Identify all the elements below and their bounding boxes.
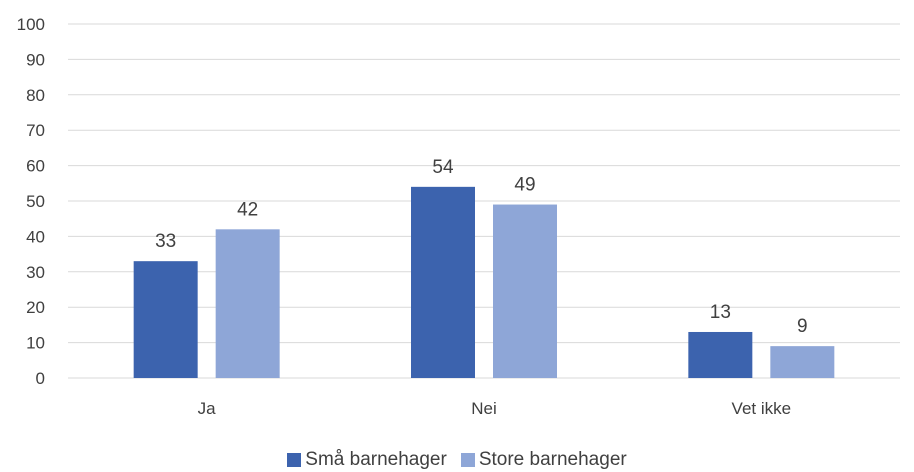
bar-ja-series-1 xyxy=(133,261,198,378)
y-tick-label: 80 xyxy=(26,86,45,105)
y-tick-label: 40 xyxy=(26,227,45,246)
data-label: 42 xyxy=(237,199,258,220)
data-label: 33 xyxy=(155,231,176,252)
data-label: 54 xyxy=(432,157,454,178)
legend-item-series-1: Små barnehager xyxy=(287,449,447,471)
y-tick-label: 10 xyxy=(26,334,45,353)
legend: Små barnehager Store barnehager xyxy=(0,449,914,471)
legend-swatch-series-2 xyxy=(460,453,475,467)
y-tick-label: 60 xyxy=(26,157,45,176)
data-label: 9 xyxy=(797,316,808,337)
legend-label-series-2: Store barnehager xyxy=(478,449,627,470)
bar-ja-series-2 xyxy=(215,229,280,378)
y-tick-label: 90 xyxy=(26,50,45,69)
data-label: 13 xyxy=(710,302,731,323)
y-tick-label: 30 xyxy=(26,263,45,282)
x-tick-label: Ja xyxy=(198,399,217,418)
bar-vet-ikke-series-1 xyxy=(688,331,753,378)
x-tick-label: Vet ikke xyxy=(732,399,792,418)
legend-swatch-series-1 xyxy=(287,453,302,467)
bar-nei-series-2 xyxy=(493,204,557,378)
legend-label-series-1: Små barnehager xyxy=(305,449,447,470)
y-tick-label: 50 xyxy=(26,192,45,211)
bar-chart: 0 10 20 30 40 50 60 70 80 90 100 33 42 Ja 54 49 Nei 13 9 Ve… xyxy=(17,15,900,418)
data-label: 49 xyxy=(514,175,535,196)
y-tick-label: 0 xyxy=(36,369,45,388)
y-tick-label: 20 xyxy=(26,298,45,317)
legend-item-series-2: Store barnehager xyxy=(460,449,627,471)
y-tick-label: 70 xyxy=(26,121,45,140)
bar-nei-series-1 xyxy=(411,186,475,378)
y-tick-label: 100 xyxy=(17,15,45,34)
bar-vet-ikke-series-2 xyxy=(770,346,835,378)
x-tick-label: Nei xyxy=(471,399,497,418)
